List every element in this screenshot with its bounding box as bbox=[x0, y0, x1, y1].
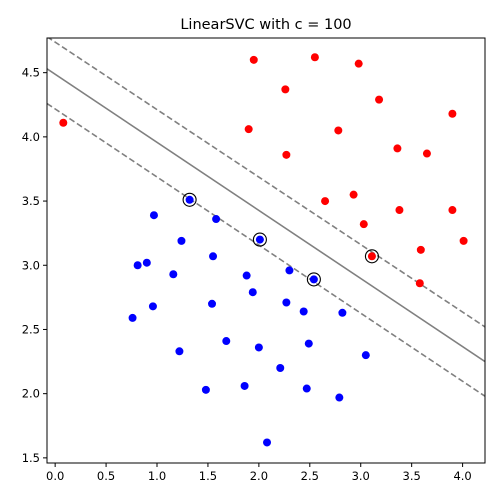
y-tick-label: 3.5 bbox=[22, 194, 40, 208]
lower-margin-line bbox=[47, 102, 485, 397]
data-point-class-0 bbox=[128, 313, 137, 322]
plot-area bbox=[47, 38, 485, 447]
data-point-class-0 bbox=[335, 393, 344, 402]
x-tick-label: 1.5 bbox=[199, 469, 217, 483]
data-point-class-0 bbox=[302, 384, 311, 393]
axes: 0.0 0.5 1.0 1.5 2.0 2.5 3.0 3.5 4.0 1.5 2.0 2.5 3.0 3… bbox=[22, 37, 486, 483]
data-point-class-0 bbox=[304, 339, 313, 348]
y-tick-label: 4.0 bbox=[22, 130, 40, 144]
data-point-class-1 bbox=[367, 252, 376, 261]
data-point-class-1 bbox=[448, 206, 457, 215]
data-point-class-1 bbox=[448, 109, 457, 118]
support-vector-ring bbox=[306, 272, 321, 287]
data-point-class-0 bbox=[240, 381, 249, 390]
data-point-class-1 bbox=[359, 220, 368, 229]
y-tick-label: 2.0 bbox=[22, 387, 40, 401]
y-tick-label: 2.5 bbox=[22, 322, 40, 336]
data-point-class-1 bbox=[459, 236, 468, 245]
data-point-class-1 bbox=[415, 279, 424, 288]
data-point-class-1 bbox=[281, 85, 290, 94]
data-point-class-0 bbox=[254, 343, 263, 352]
data-point-class-0 bbox=[148, 302, 157, 311]
data-point-class-0 bbox=[201, 385, 210, 394]
data-point-class-1 bbox=[310, 53, 319, 62]
data-point-class-1 bbox=[422, 149, 431, 158]
data-point-class-1 bbox=[393, 144, 402, 153]
data-point-class-1 bbox=[395, 206, 404, 215]
data-point-class-0 bbox=[169, 270, 178, 279]
data-point-class-0 bbox=[242, 271, 251, 280]
data-point-class-0 bbox=[177, 236, 186, 245]
x-tick-label: 2.0 bbox=[250, 469, 268, 483]
decision-boundary-line bbox=[47, 68, 485, 363]
plot-frame bbox=[46, 37, 486, 464]
data-point-class-1 bbox=[244, 125, 253, 134]
data-point-class-0 bbox=[149, 211, 158, 220]
x-tick-label: 4.0 bbox=[453, 469, 471, 483]
data-point-class-1 bbox=[282, 150, 291, 159]
x-tick-label: 0.5 bbox=[97, 469, 115, 483]
data-point-class-1 bbox=[375, 95, 384, 104]
data-point-class-0 bbox=[282, 298, 291, 307]
data-point-class-1 bbox=[59, 118, 68, 127]
y-tick-label: 4.5 bbox=[22, 66, 40, 80]
data-point-class-0 bbox=[212, 215, 221, 224]
data-point-class-0 bbox=[209, 252, 218, 261]
data-point-class-0 bbox=[248, 288, 257, 297]
upper-margin-line bbox=[47, 38, 485, 328]
data-point-class-0 bbox=[175, 347, 184, 356]
support-vector-ring bbox=[252, 232, 267, 247]
data-point-class-0 bbox=[299, 307, 308, 316]
data-point-class-0 bbox=[222, 337, 231, 346]
support-vector-ring bbox=[364, 249, 379, 264]
data-point-class-0 bbox=[208, 299, 217, 308]
data-point-class-0 bbox=[338, 308, 347, 317]
x-tick-label: 1.0 bbox=[148, 469, 166, 483]
y-tick-label: 3.0 bbox=[22, 258, 40, 272]
data-point-class-0 bbox=[142, 258, 151, 267]
y-tick-label: 1.5 bbox=[22, 451, 40, 465]
data-point-class-1 bbox=[349, 190, 358, 199]
data-point-class-1 bbox=[354, 59, 363, 68]
data-point-class-0 bbox=[276, 363, 285, 372]
data-point-class-1 bbox=[334, 126, 343, 135]
data-point-class-0 bbox=[309, 275, 318, 284]
x-tick-label: 3.5 bbox=[403, 469, 421, 483]
data-point-class-0 bbox=[133, 261, 142, 270]
data-point-class-0 bbox=[255, 235, 264, 244]
chart-title: LinearSVC with c = 100 bbox=[180, 17, 351, 33]
x-tick-label: 2.5 bbox=[301, 469, 319, 483]
data-point-class-0 bbox=[263, 438, 272, 447]
data-point-class-0 bbox=[361, 351, 370, 360]
x-tick-label: 3.0 bbox=[352, 469, 370, 483]
data-point-class-0 bbox=[285, 266, 294, 275]
data-point-class-1 bbox=[321, 197, 330, 206]
data-point-class-1 bbox=[249, 55, 258, 64]
x-tick-label: 0.0 bbox=[46, 469, 64, 483]
data-point-class-1 bbox=[416, 245, 425, 254]
support-vector-ring bbox=[182, 192, 197, 207]
data-point-class-0 bbox=[185, 195, 194, 204]
